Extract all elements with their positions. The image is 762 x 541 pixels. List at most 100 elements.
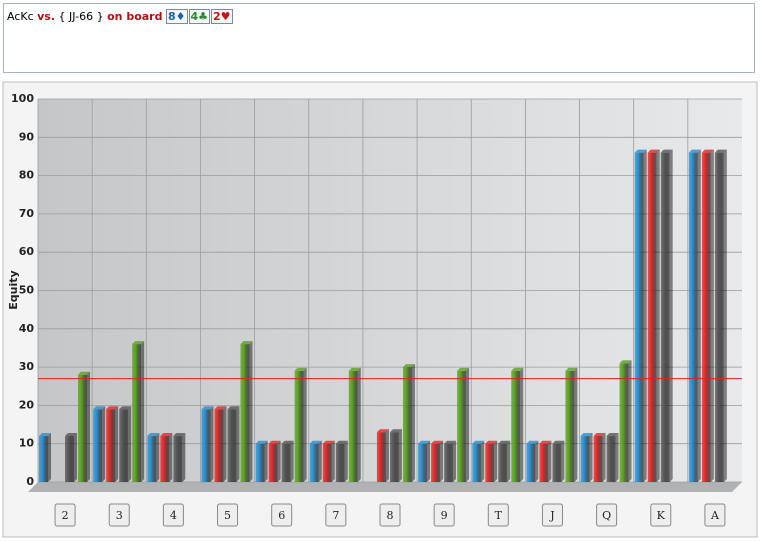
category-box	[379, 503, 401, 527]
y-tick-label: 10	[19, 437, 35, 450]
card: 2♥	[211, 9, 233, 24]
x-tick-label: A	[710, 509, 720, 522]
y-tick-label: 90	[19, 130, 35, 143]
bar	[498, 443, 508, 482]
category-box	[596, 503, 618, 527]
bar-top	[457, 367, 470, 371]
x-tick-label: 9	[441, 509, 448, 522]
bar-side	[236, 406, 240, 482]
bar-top	[701, 149, 714, 153]
bar-side	[357, 367, 361, 482]
bar-side	[223, 406, 227, 482]
bar	[565, 370, 575, 482]
bar-top	[78, 371, 90, 375]
category-box	[108, 503, 130, 527]
bar-side	[710, 149, 714, 482]
bar-top	[281, 440, 294, 444]
bar-side	[102, 406, 106, 482]
bar-side	[48, 433, 51, 482]
bar-top	[119, 406, 132, 410]
bar-top	[688, 149, 701, 153]
bar-side	[643, 149, 647, 482]
bar-top	[309, 440, 322, 444]
bar	[322, 443, 332, 482]
bar-top	[214, 406, 227, 410]
category-box	[433, 503, 455, 527]
x-tick-label: 4	[170, 509, 177, 522]
range: { JJ-66 }	[58, 10, 104, 23]
bar-side	[723, 149, 727, 482]
bar-top	[485, 440, 498, 444]
bar	[255, 443, 265, 482]
bar-side	[411, 364, 415, 482]
bar-side	[318, 440, 322, 482]
x-tick-label: 7	[332, 509, 339, 522]
bar-side	[466, 367, 470, 482]
hand: AcKc	[7, 10, 34, 23]
floor	[28, 482, 742, 492]
bar-top	[93, 406, 106, 410]
bar-side	[574, 367, 578, 482]
category-box	[325, 503, 347, 527]
card: 8♦	[165, 9, 188, 24]
bar	[634, 152, 644, 482]
bar	[660, 152, 670, 482]
y-tick-label: 60	[19, 245, 35, 258]
bar-top	[255, 440, 268, 444]
category-box	[271, 503, 293, 527]
bar-top	[106, 406, 119, 410]
x-tick-label: 5	[224, 509, 231, 522]
bar	[294, 370, 304, 482]
bar-top	[418, 440, 431, 444]
bar-side	[494, 440, 498, 482]
category-box	[162, 503, 184, 527]
bar	[39, 436, 48, 482]
bar-side	[589, 433, 593, 482]
bar	[132, 344, 142, 482]
bar	[647, 152, 657, 482]
bar-top	[431, 440, 444, 444]
bar-side	[87, 371, 90, 482]
bar	[309, 443, 319, 482]
x-tick-label: 2	[62, 509, 69, 522]
bar-top	[294, 367, 307, 371]
bar-side	[249, 341, 253, 482]
bar-top	[647, 149, 660, 153]
bar-top	[132, 341, 145, 345]
bar-top	[606, 433, 619, 437]
y-tick-label: 100	[11, 92, 34, 105]
category-box	[704, 503, 726, 527]
y-tick-label: 50	[19, 284, 35, 297]
bar-side	[481, 440, 485, 482]
bar	[78, 374, 87, 482]
bar	[65, 436, 74, 482]
bar-side	[290, 440, 294, 482]
bar	[214, 409, 224, 482]
bar-top	[240, 341, 253, 345]
bar-side	[303, 367, 307, 482]
x-tick-label: T	[495, 509, 503, 522]
bar	[552, 443, 562, 482]
card: 4♣	[188, 9, 211, 24]
bar	[619, 363, 629, 482]
cards: 8♦ 4♣ 2♥	[165, 9, 234, 24]
y-tick-label: 80	[19, 169, 35, 182]
bar-side	[277, 440, 281, 482]
bar	[580, 436, 590, 482]
bar-top	[498, 440, 511, 444]
x-tick-label: Q	[602, 509, 611, 522]
bar-top	[526, 440, 539, 444]
bar-side	[427, 440, 431, 482]
bar	[348, 370, 358, 482]
bar	[173, 436, 183, 482]
bar-side	[697, 149, 701, 482]
header: AcKc vs. { JJ-66 } on board 8♦ 4♣ 2♥	[3, 3, 755, 73]
bar-top	[619, 360, 632, 364]
bar-top	[565, 367, 578, 371]
bar	[418, 443, 428, 482]
bar-side	[548, 440, 552, 482]
bar-side	[141, 341, 145, 482]
y-tick-label: 30	[19, 360, 35, 373]
bar	[106, 409, 116, 482]
